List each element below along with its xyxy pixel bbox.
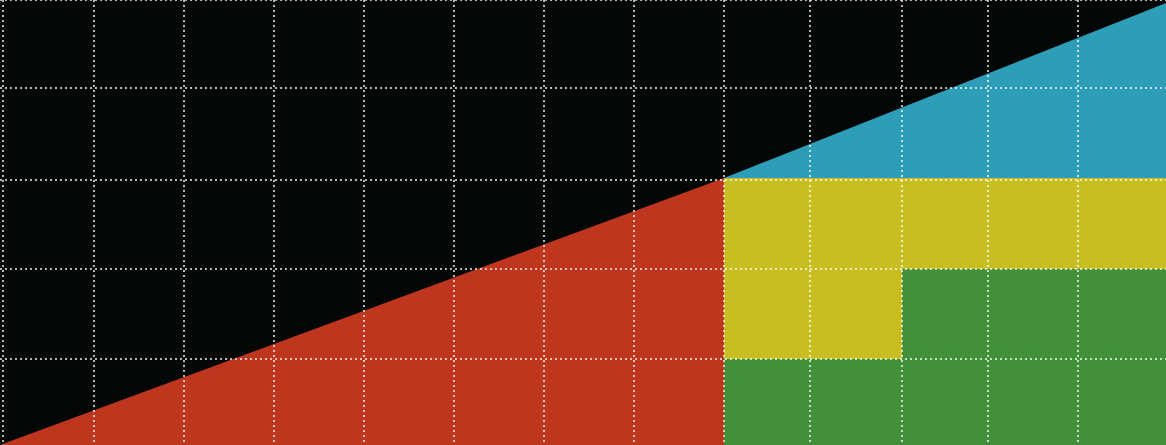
blue-triangle: [724, 3, 1166, 178]
green-polygon: [724, 269, 1166, 445]
red-triangle: [0, 178, 724, 445]
